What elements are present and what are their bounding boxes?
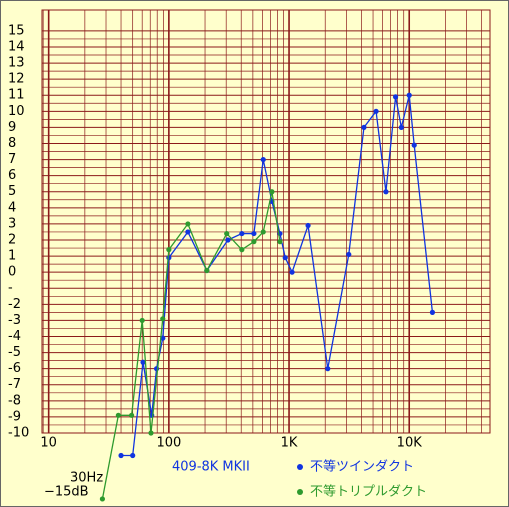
- y-tick-label: 3: [8, 216, 16, 231]
- y-tick-label: -9: [8, 409, 21, 424]
- y-tick-label: 12: [8, 72, 25, 87]
- data-point: [282, 255, 288, 261]
- y-tick-label: 8: [8, 136, 16, 151]
- data-point: [185, 229, 191, 235]
- y-tick-label: -8: [8, 393, 21, 408]
- data-point: [373, 108, 379, 114]
- data-point: [225, 237, 231, 243]
- data-point: [411, 142, 417, 148]
- y-tick-label: -5: [8, 345, 21, 360]
- data-point: [406, 92, 412, 98]
- data-point: [346, 251, 352, 258]
- data-point: [392, 94, 399, 100]
- data-point: [139, 317, 145, 324]
- x-tick-label: 10: [40, 436, 57, 451]
- data-point: [204, 267, 210, 274]
- y-tick-label: 1: [8, 249, 16, 264]
- data-point: [429, 309, 436, 315]
- data-point: [160, 316, 166, 322]
- data-point: [148, 430, 154, 436]
- data-point: [239, 247, 245, 253]
- data-point: [118, 452, 124, 459]
- y-tick-label: 15: [8, 23, 25, 38]
- y-tick-label: 13: [8, 56, 25, 71]
- y-tick-label: 14: [8, 39, 25, 54]
- y-tick-label: -6: [8, 361, 21, 376]
- data-point: [115, 412, 121, 418]
- x-tick-label: 100: [156, 436, 181, 451]
- data-point: [224, 230, 230, 237]
- legend-label: 不等ツインダクト: [310, 459, 414, 475]
- y-tick-label: -4: [8, 329, 21, 344]
- y-tick-label: -7: [8, 377, 21, 392]
- chart-title: 409-8K MKII: [172, 460, 250, 475]
- data-point: [129, 412, 135, 418]
- data-point: [398, 124, 404, 131]
- data-point: [305, 222, 311, 229]
- y-tick-label: 5: [8, 184, 16, 199]
- data-point: [99, 496, 106, 502]
- legend-marker: [297, 464, 303, 470]
- legend-marker: [297, 489, 303, 495]
- data-point: [130, 452, 136, 459]
- y-tick-label: -10: [8, 426, 29, 441]
- data-point: [383, 189, 389, 195]
- data-point: [239, 230, 245, 237]
- y-tick-label: 6: [8, 168, 16, 183]
- y-tick-label: -: [8, 281, 13, 296]
- data-point: [260, 229, 266, 235]
- legend-label: 不等トリプルダクト: [310, 484, 427, 500]
- data-point: [185, 221, 191, 227]
- y-tick-label: -3: [8, 313, 21, 328]
- y-tick-label: 4: [8, 200, 16, 215]
- y-tick-label: 2: [8, 232, 16, 247]
- data-point: [260, 156, 266, 163]
- y-tick-label: 11: [8, 88, 25, 103]
- annotation: 30Hz: [70, 471, 103, 486]
- x-tick-label: 1K: [281, 436, 298, 451]
- data-point: [251, 230, 257, 237]
- data-point: [289, 269, 295, 275]
- y-tick-label: 9: [8, 120, 16, 135]
- data-point: [277, 239, 283, 245]
- y-tick-label: 0: [8, 265, 16, 280]
- data-point: [166, 247, 172, 253]
- data-point: [361, 124, 367, 131]
- y-tick-label: -2: [8, 297, 21, 312]
- plot-border: [41, 9, 491, 434]
- y-tick-label: 10: [8, 104, 25, 119]
- y-tick-label: 7: [8, 152, 16, 167]
- data-point: [140, 359, 146, 365]
- annotation: −15dB: [44, 485, 89, 500]
- data-point: [269, 189, 275, 195]
- x-tick-label: 10K: [397, 436, 423, 451]
- data-point: [251, 239, 257, 245]
- data-point: [325, 366, 331, 372]
